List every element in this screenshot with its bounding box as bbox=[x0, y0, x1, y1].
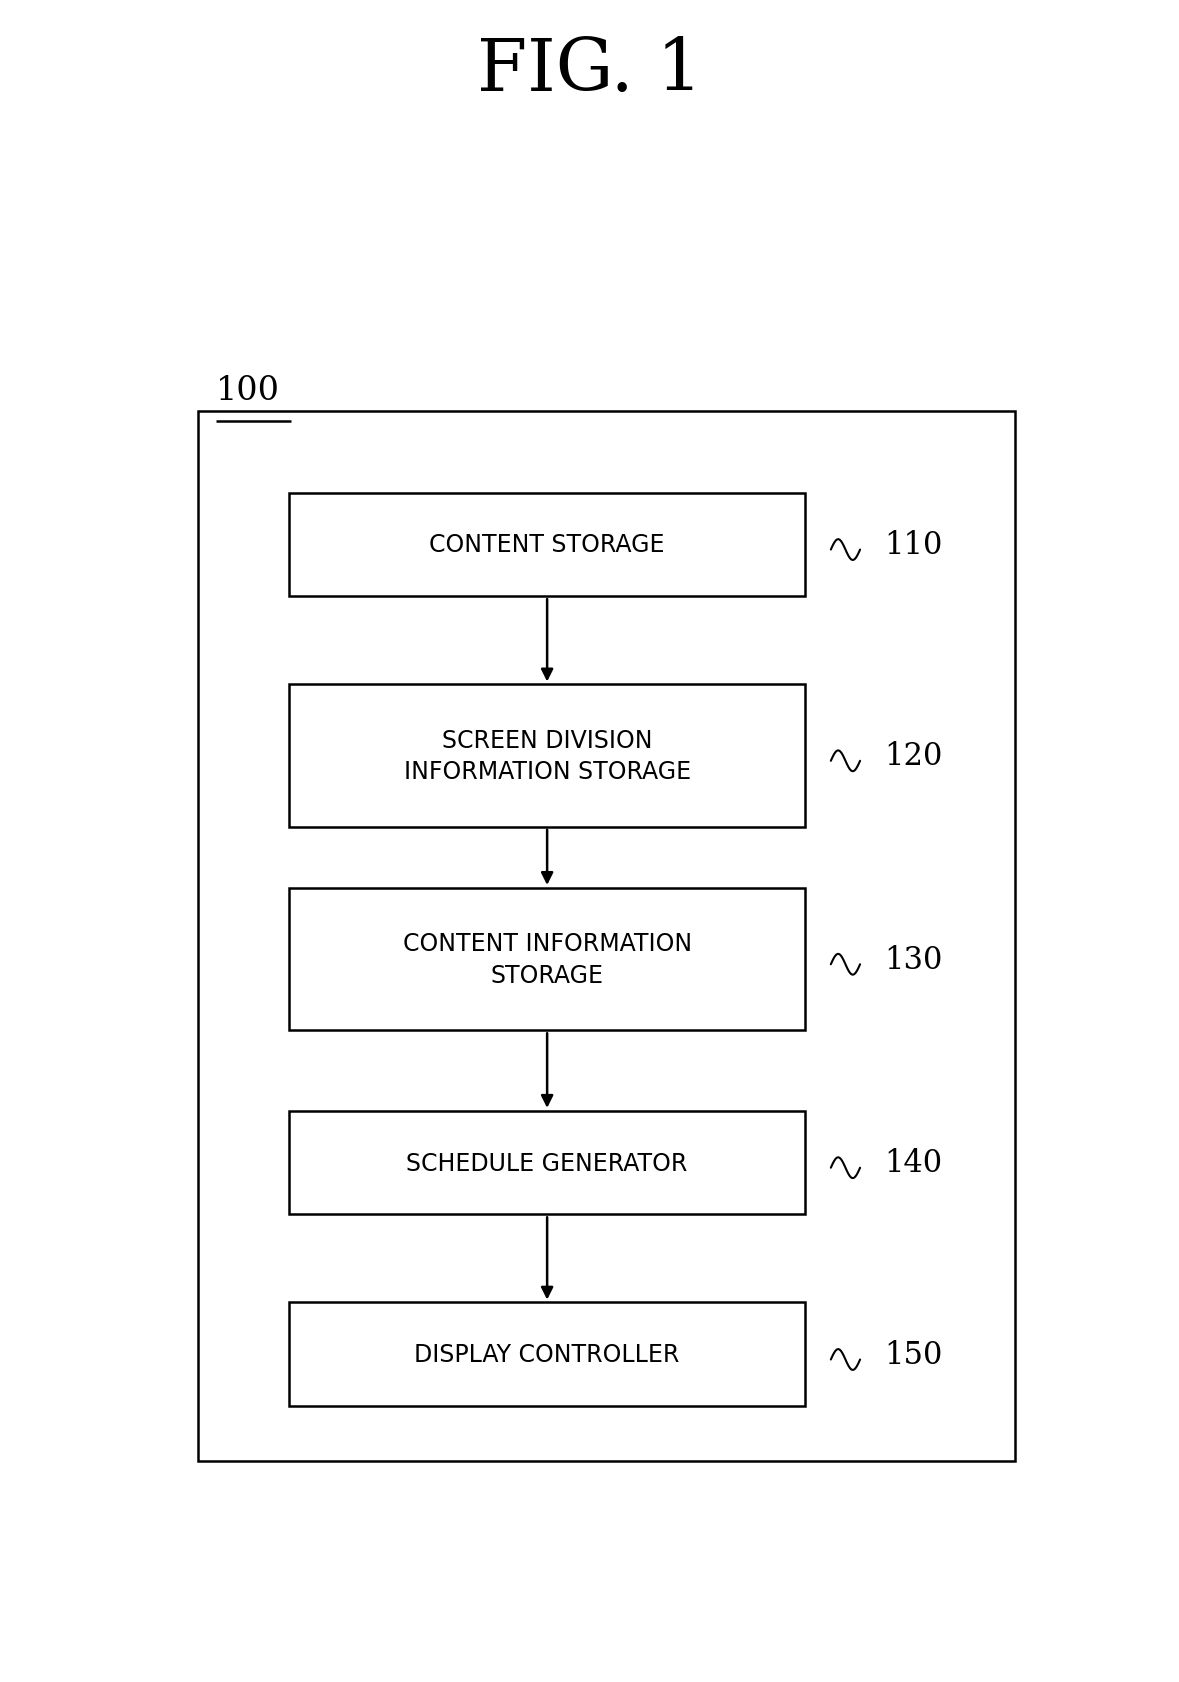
Text: 140: 140 bbox=[884, 1147, 942, 1179]
Text: 150: 150 bbox=[884, 1339, 942, 1371]
Text: FIG. 1: FIG. 1 bbox=[476, 35, 703, 106]
Bar bbox=[289, 888, 805, 1031]
Text: 130: 130 bbox=[884, 944, 942, 976]
Text: CONTENT INFORMATION
STORAGE: CONTENT INFORMATION STORAGE bbox=[402, 932, 692, 987]
Text: 110: 110 bbox=[884, 530, 942, 560]
Text: 100: 100 bbox=[216, 375, 279, 407]
Bar bbox=[289, 493, 805, 597]
Text: 120: 120 bbox=[884, 740, 942, 772]
Text: CONTENT STORAGE: CONTENT STORAGE bbox=[429, 533, 665, 557]
Text: DISPLAY CONTROLLER: DISPLAY CONTROLLER bbox=[415, 1342, 680, 1366]
Bar bbox=[198, 412, 1015, 1460]
Text: SCHEDULE GENERATOR: SCHEDULE GENERATOR bbox=[407, 1150, 687, 1174]
Bar bbox=[289, 1302, 805, 1406]
Bar bbox=[289, 685, 805, 828]
Text: SCREEN DIVISION
INFORMATION STORAGE: SCREEN DIVISION INFORMATION STORAGE bbox=[403, 728, 691, 784]
Bar bbox=[289, 1112, 805, 1214]
